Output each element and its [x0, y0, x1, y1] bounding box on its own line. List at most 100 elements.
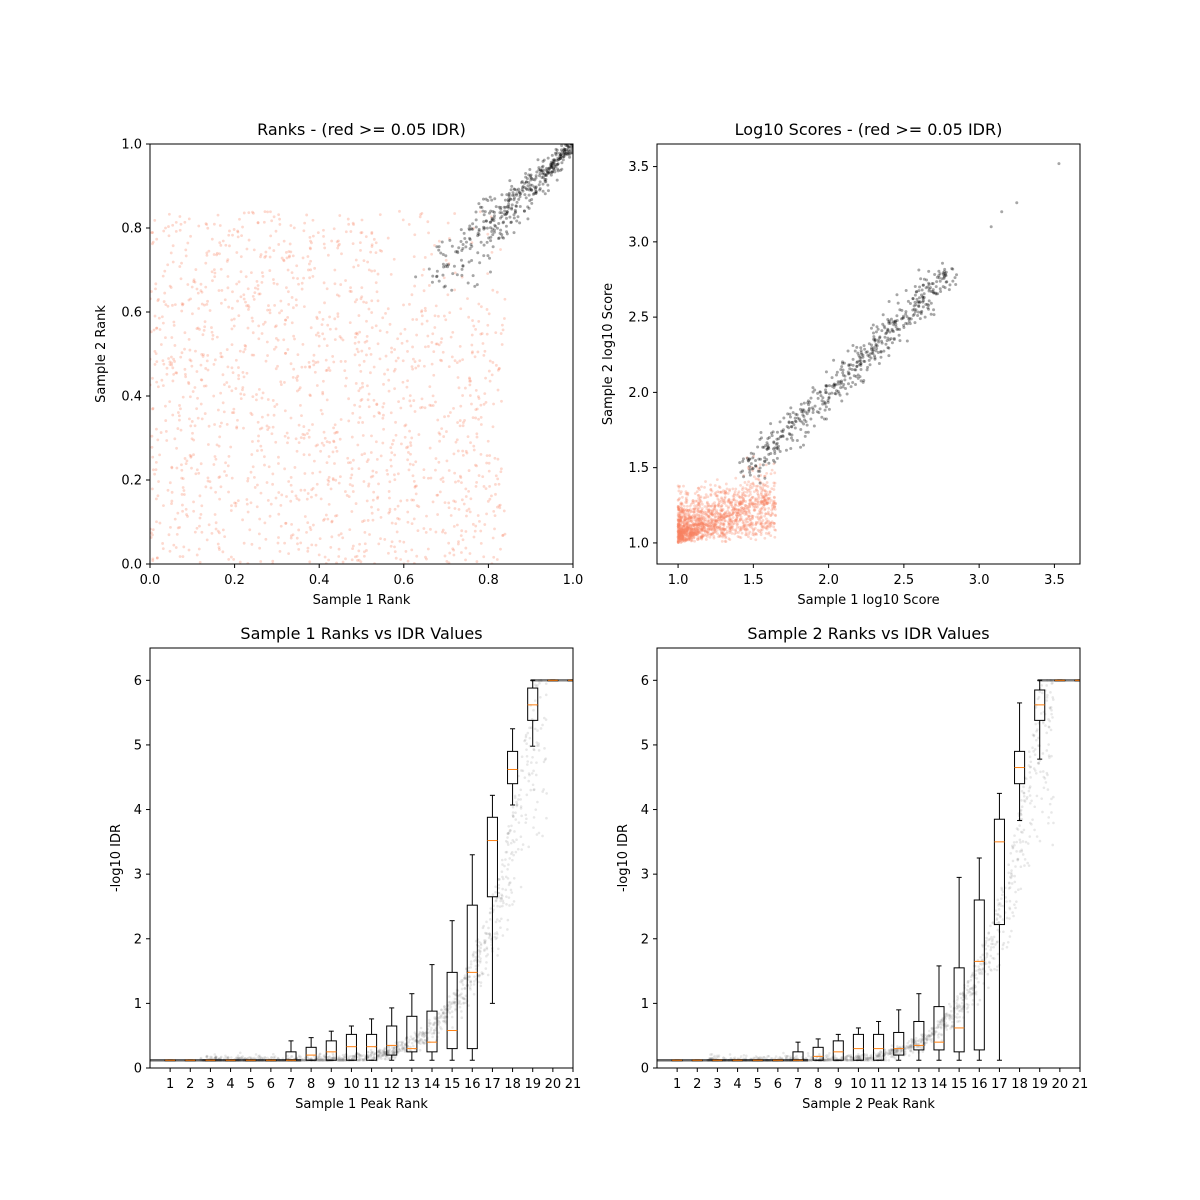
- rank-point-low-idr: [485, 454, 489, 458]
- score-point-low-idr: [760, 528, 764, 532]
- rank-point-low-idr: [169, 286, 173, 289]
- score-point-low-idr: [744, 487, 748, 490]
- score-point-low-idr: [755, 465, 759, 469]
- score-point-low-idr: [761, 495, 765, 499]
- y-tick-label: 3.0: [628, 235, 649, 250]
- score-point-low-idr: [692, 523, 696, 527]
- rank-point-low-idr: [225, 259, 229, 263]
- rank-point-low-idr: [349, 286, 352, 290]
- rank-point-low-idr: [181, 302, 185, 306]
- rank-point-low-idr: [219, 485, 223, 489]
- rank-point-low-idr: [154, 282, 158, 286]
- score-point-low-idr: [734, 531, 738, 534]
- rank-point-low-idr: [499, 467, 503, 471]
- score-point-low-idr: [761, 519, 765, 522]
- score-point-low-idr: [746, 504, 750, 508]
- score-point-high-idr: [1000, 210, 1004, 214]
- score-point-low-idr: [739, 500, 743, 504]
- score-point-low-idr: [713, 521, 717, 524]
- rank-point-high-idr: [555, 148, 559, 152]
- rank-point-low-idr: [409, 444, 413, 447]
- score-point-low-idr: [707, 514, 711, 518]
- score-point-high-idr: [881, 322, 885, 326]
- rank-point-low-idr: [381, 405, 385, 409]
- score-point-low-idr: [694, 532, 698, 536]
- rank-point-low-idr: [459, 404, 463, 408]
- score-point-high-idr: [739, 470, 743, 474]
- score-point-low-idr: [681, 531, 685, 535]
- score-point-high-idr: [807, 406, 811, 410]
- y-tick-label: 0: [134, 1062, 142, 1077]
- rank-point-low-idr: [488, 454, 492, 457]
- score-point-low-idr: [759, 487, 763, 491]
- score-point-low-idr: [726, 500, 730, 504]
- score-point-low-idr: [681, 524, 685, 528]
- score-point-low-idr: [678, 531, 682, 534]
- score-point-low-idr: [749, 523, 753, 527]
- score-point-high-idr: [914, 303, 918, 307]
- score-point-high-idr: [818, 407, 822, 411]
- rank-point-low-idr: [182, 493, 186, 496]
- background-point: [539, 695, 542, 699]
- background-point: [485, 946, 489, 950]
- score-point-high-idr: [794, 420, 798, 424]
- rank-point-low-idr: [327, 502, 331, 506]
- score-point-low-idr: [712, 526, 716, 530]
- score-point-low-idr: [693, 533, 697, 537]
- rank-point-low-idr: [175, 466, 179, 470]
- rank-point-low-idr: [175, 446, 178, 450]
- background-point: [459, 993, 462, 997]
- score-point-low-idr: [700, 508, 704, 512]
- score-point-low-idr: [730, 531, 734, 535]
- rank-point-high-idr: [550, 164, 554, 168]
- rank-point-low-idr: [239, 295, 243, 299]
- score-point-low-idr: [684, 521, 688, 524]
- score-point-low-idr: [739, 501, 743, 505]
- background-point: [404, 1042, 407, 1046]
- score-point-high-idr: [809, 417, 813, 421]
- rank-point-low-idr: [203, 325, 207, 329]
- score-point-low-idr: [695, 514, 698, 518]
- score-point-high-idr: [866, 353, 870, 357]
- rank-point-high-idr: [540, 169, 544, 173]
- score-point-high-idr: [895, 318, 899, 322]
- rank-point-low-idr: [386, 368, 390, 372]
- score-point-high-idr: [943, 267, 947, 271]
- rank-point-low-idr: [217, 548, 221, 551]
- rank-point-low-idr: [170, 363, 174, 367]
- score-point-high-idr: [840, 379, 844, 383]
- rank-point-low-idr: [305, 213, 309, 217]
- score-point-high-idr: [805, 412, 809, 416]
- rank-point-low-idr: [205, 538, 209, 542]
- rank-point-low-idr: [211, 333, 215, 337]
- rank-point-low-idr: [477, 397, 481, 400]
- score-point-high-idr: [917, 305, 921, 309]
- rank-point-low-idr: [307, 453, 311, 457]
- rank-point-high-idr: [515, 193, 519, 197]
- background-point: [538, 681, 541, 685]
- background-point: [517, 821, 521, 824]
- score-point-low-idr: [699, 516, 702, 520]
- rank-point-low-idr: [294, 437, 298, 441]
- rank-point-low-idr: [333, 423, 337, 427]
- rank-point-low-idr: [157, 316, 161, 320]
- score-point-low-idr: [678, 532, 681, 536]
- rank-point-high-idr: [566, 151, 570, 155]
- score-point-low-idr: [762, 502, 766, 506]
- score-point-low-idr: [679, 527, 683, 530]
- rank-point-low-idr: [196, 416, 200, 420]
- rank-point-low-idr: [247, 211, 251, 215]
- score-point-low-idr: [721, 526, 725, 530]
- rank-point-low-idr: [268, 311, 272, 315]
- score-point-high-idr: [900, 308, 904, 312]
- score-point-low-idr: [711, 508, 715, 512]
- background-point: [501, 877, 505, 881]
- score-point-high-idr: [791, 411, 795, 415]
- score-point-low-idr: [700, 507, 704, 510]
- rank-point-low-idr: [262, 322, 265, 326]
- background-point: [340, 1058, 343, 1062]
- score-point-low-idr: [718, 512, 722, 516]
- rank-point-low-idr: [279, 380, 283, 384]
- score-point-high-idr: [774, 442, 778, 446]
- score-point-low-idr: [744, 512, 748, 516]
